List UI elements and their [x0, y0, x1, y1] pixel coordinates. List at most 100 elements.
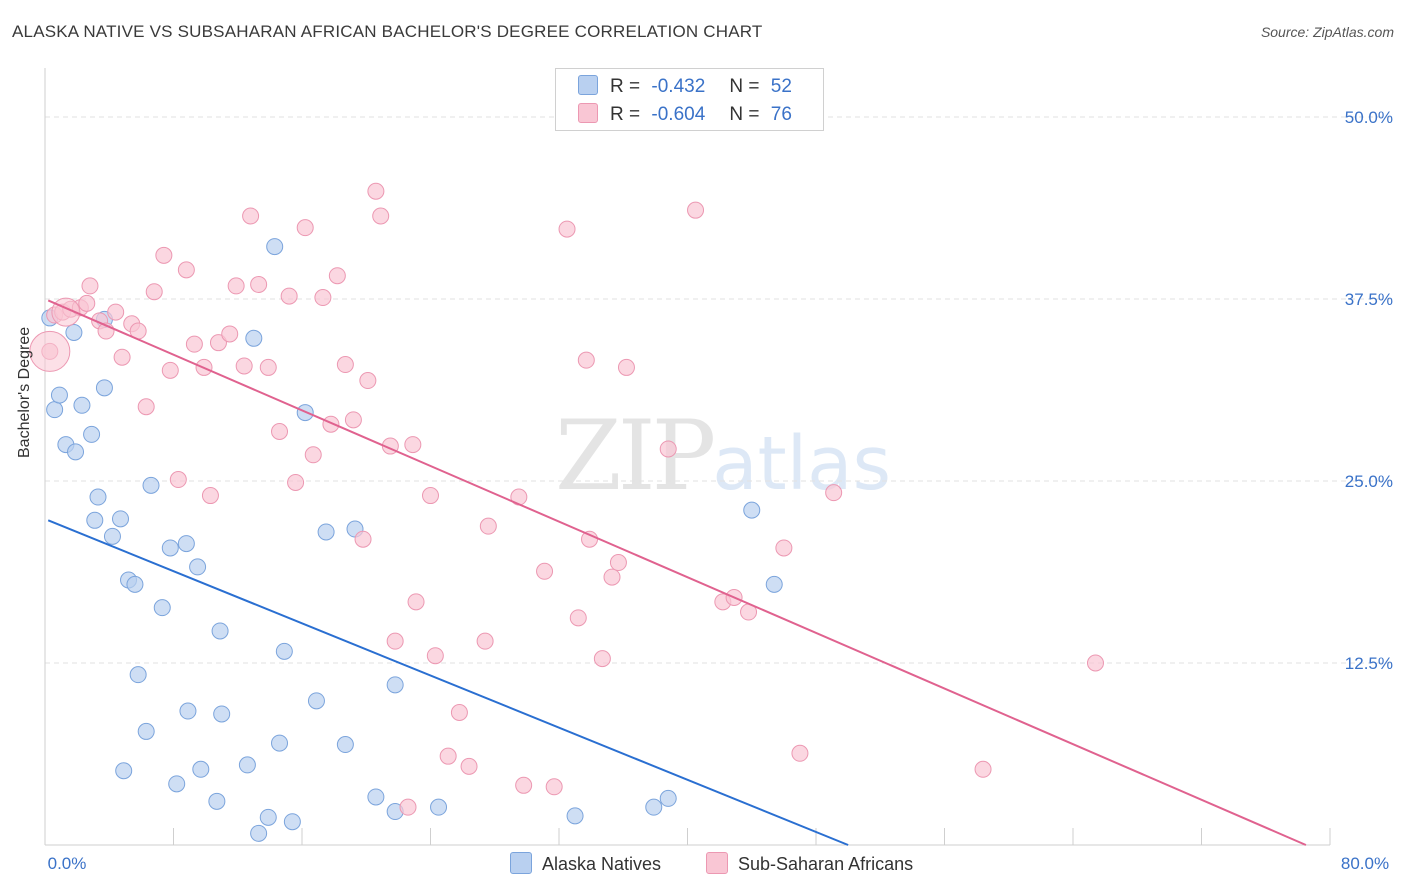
x-tick-label: 0.0% [48, 854, 87, 873]
alaska-native-point [46, 401, 64, 419]
subsaharan-point [161, 361, 179, 379]
alaska-native-point [336, 736, 354, 754]
alaska-native-point [317, 523, 335, 541]
subsaharan-point [545, 778, 563, 796]
alaska-native-point [266, 238, 284, 256]
subsaharan-point [825, 484, 843, 502]
watermark-atlas: atlas [712, 421, 892, 507]
n-label: N = [729, 76, 760, 97]
subsaharan-point [296, 219, 314, 237]
subsaharan-point [372, 207, 390, 225]
subsaharan-point [344, 411, 362, 429]
alaska-native-point [743, 501, 761, 519]
subsaharan-point [155, 246, 173, 264]
alaska-native-point [765, 575, 783, 593]
subsaharan-point [271, 422, 289, 440]
subsaharan-point [407, 593, 425, 611]
subsaharan-point [439, 747, 457, 765]
alaska-native-point [65, 323, 83, 341]
r-value-subsaharan: -0.604 [651, 104, 706, 125]
subsaharan-point [791, 744, 809, 762]
alaska-native-point [95, 379, 113, 397]
alaska-native-point [168, 775, 186, 793]
alaska-native-trendline [47, 519, 849, 846]
subsaharan-point [201, 487, 219, 505]
x-tick-label: 80.0% [1341, 854, 1389, 873]
subsaharan-point [280, 287, 298, 305]
stats-legend: R = -0.432 N = 52 R = -0.604 N = 76 [555, 68, 824, 131]
alaska-native-point [238, 756, 256, 774]
alaska-native-point [271, 734, 289, 752]
subsaharan-point [235, 357, 253, 375]
subsaharan-point [426, 647, 444, 665]
subsaharan-point [250, 275, 268, 293]
subsaharan-point [287, 473, 305, 491]
subsaharan-point [404, 436, 422, 454]
subsaharan-swatch [578, 103, 598, 123]
y-tick-label: 37.5% [1345, 290, 1393, 309]
alaska-native-point [179, 702, 197, 720]
alaska-native-point [137, 722, 155, 740]
legend-item-alaska-natives[interactable]: Alaska Natives [510, 852, 661, 875]
alaska-native-point [83, 425, 101, 443]
subsaharan-point [609, 554, 627, 572]
subsaharan-point [367, 182, 385, 200]
alaska-native-point [259, 808, 277, 826]
y-tick-label: 50.0% [1345, 108, 1393, 127]
legend-item-subsaharan-africans[interactable]: Sub-Saharan Africans [706, 852, 913, 875]
subsaharan-point [775, 539, 793, 557]
subsaharan-point [78, 294, 96, 312]
alaska-swatch [578, 75, 598, 95]
source-label: Source: ZipAtlas.com [1260, 24, 1394, 40]
alaska-native-point [189, 558, 207, 576]
subsaharan-africans-label: Sub-Saharan Africans [738, 854, 914, 874]
subsaharan-point [558, 220, 576, 238]
alaska-native-point [50, 386, 68, 404]
r-label: R = [610, 76, 641, 97]
legend-row-subsaharan: R = -0.604 N = 76 [578, 103, 792, 126]
alaska-native-point [103, 527, 121, 545]
subsaharan-point-large [29, 330, 71, 372]
alaska-native-point [115, 762, 133, 780]
n-value-subsaharan: 76 [770, 104, 792, 125]
n-value-alaska: 52 [770, 76, 792, 97]
subsaharan-point [603, 568, 621, 586]
alaska-native-point [126, 575, 144, 593]
subsaharan-point [593, 650, 611, 668]
r-value-alaska: -0.432 [651, 76, 706, 97]
subsaharan-point [617, 358, 635, 376]
subsaharan-point [185, 335, 203, 353]
watermark-zip: ZIP [555, 400, 716, 512]
subsaharan-point [479, 517, 497, 535]
subsaharan-point [577, 351, 595, 369]
alaska-native-point [307, 692, 325, 710]
subsaharan-point [242, 207, 260, 225]
alaska-native-point [659, 789, 677, 807]
subsaharan-point [107, 303, 125, 321]
subsaharan-point [113, 348, 131, 366]
alaska-native-point [89, 488, 107, 506]
subsaharan-point [169, 471, 187, 489]
alaska-native-point [283, 813, 301, 831]
subsaharan-point [81, 277, 99, 295]
subsaharan-point [460, 757, 478, 775]
subsaharan-point [569, 609, 587, 627]
subsaharan-point [536, 562, 554, 580]
subsaharan-point [386, 632, 404, 650]
alaska-native-point [566, 807, 584, 825]
subsaharan-point [687, 201, 705, 219]
subsaharan-point [581, 530, 599, 548]
alaska-native-point [245, 329, 263, 347]
alaska-native-point [86, 511, 104, 529]
subsaharan-point [450, 704, 468, 722]
alaska-native-point [73, 396, 91, 414]
alaska-native-point [177, 535, 195, 553]
subsaharan-point [137, 398, 155, 416]
n-label: N = [729, 104, 760, 125]
alaska-native-point [111, 510, 129, 528]
subsaharan-point [354, 530, 372, 548]
alaska-native-point [250, 824, 268, 842]
alaska-native-point [430, 798, 448, 816]
alaska-native-point [142, 476, 160, 494]
subsaharan-point [1086, 654, 1104, 672]
